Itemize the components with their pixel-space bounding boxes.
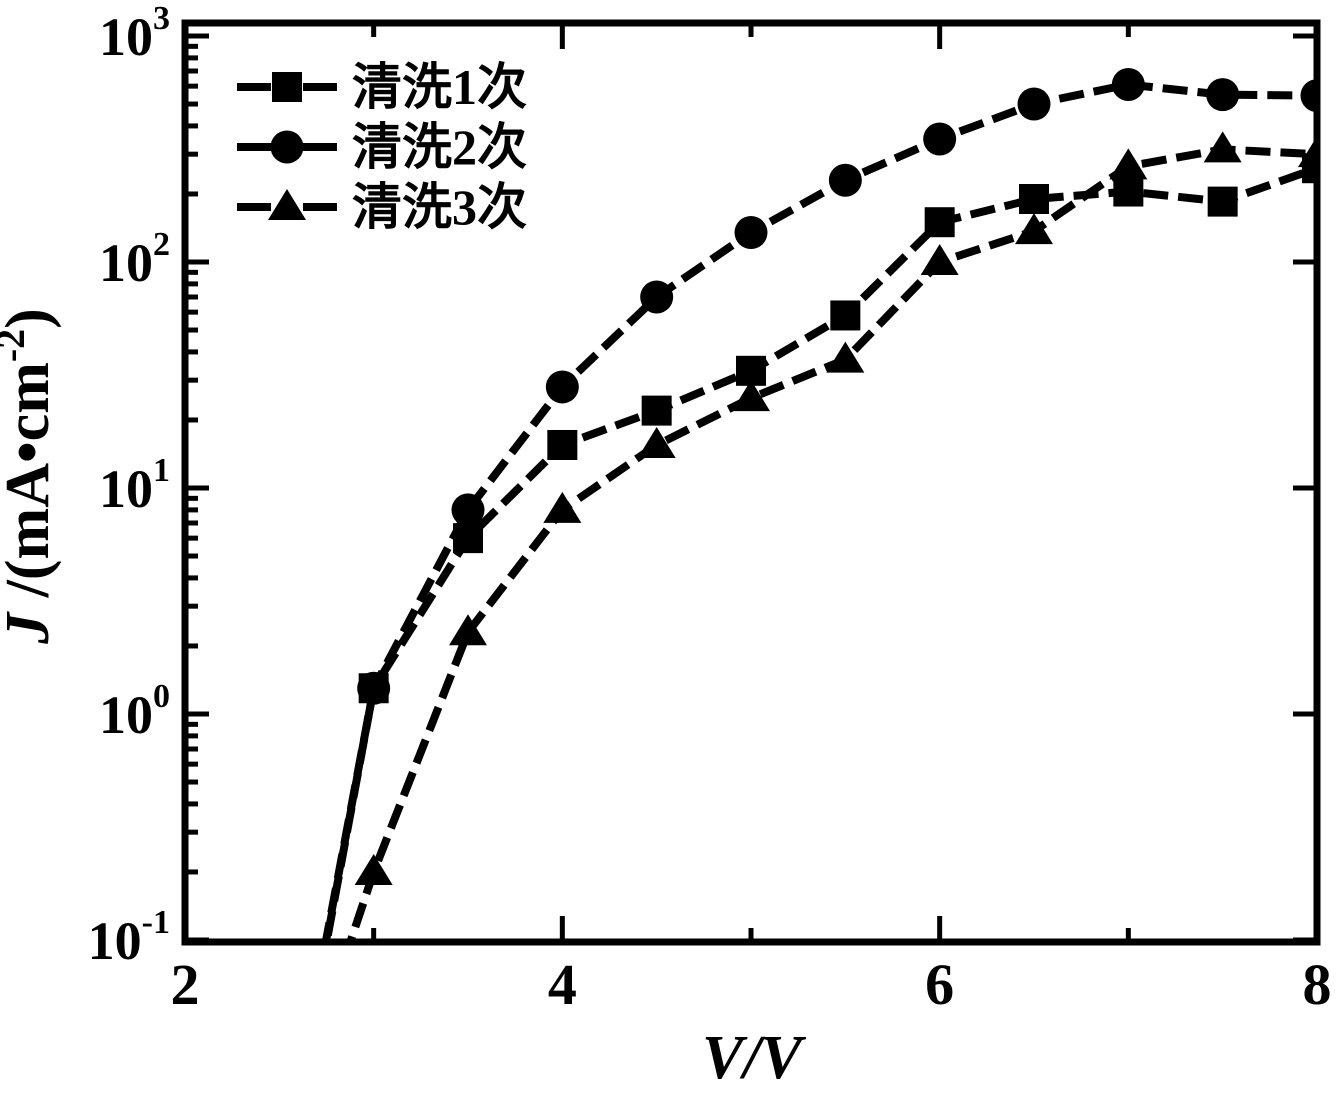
marker-circle <box>828 163 862 197</box>
marker-circle <box>451 493 485 527</box>
x-tick-label: 6 <box>925 952 954 1017</box>
marker-square <box>924 207 955 238</box>
marker-circle <box>1111 68 1145 102</box>
series-line <box>321 164 1317 942</box>
x-tick-label: 8 <box>1303 952 1332 1017</box>
series-triangle <box>346 131 1317 942</box>
marker-triangle <box>920 244 959 275</box>
marker-square <box>358 673 389 704</box>
marker-circle <box>270 130 304 164</box>
marker-circle <box>923 122 957 156</box>
y-tick-label: 10-1 <box>88 904 170 971</box>
series-square <box>321 153 1317 942</box>
marker-circle <box>545 370 579 404</box>
marker-square <box>272 72 302 102</box>
x-tick-label: 2 <box>171 952 200 1017</box>
marker-square <box>830 300 861 331</box>
marker-circle <box>1017 87 1051 121</box>
marker-square <box>1207 186 1238 217</box>
marker-triangle <box>1298 136 1317 168</box>
y-tick-labels: 103 102 101 100 10-1 <box>88 0 170 971</box>
marker-triangle <box>732 380 770 412</box>
marker-square <box>453 523 483 554</box>
marker-square <box>1113 176 1144 207</box>
marker-triangle <box>826 341 865 373</box>
marker-square <box>641 395 672 426</box>
marker-circle <box>640 280 674 314</box>
marker-triangle <box>543 491 582 523</box>
marker-triangle <box>354 853 393 885</box>
x-tick-label: 4 <box>548 952 577 1017</box>
axis-ticks <box>182 23 1320 943</box>
y-tick-label: 100 <box>99 678 170 745</box>
series-circle <box>322 68 1317 942</box>
x-tick-labels: 2 4 6 8 <box>171 952 1332 1017</box>
marker-triangle <box>449 614 487 646</box>
legend-label: 清洗3次 <box>352 179 527 235</box>
marker-square <box>547 429 578 460</box>
marker-square <box>1019 184 1049 215</box>
legend-item-1: 清洗1次 <box>237 59 527 115</box>
marker-circle <box>1300 79 1317 113</box>
legend-item-3: 清洗3次 <box>237 179 527 235</box>
y-tick-label: 103 <box>99 0 170 67</box>
y-tick-label: 101 <box>99 452 170 519</box>
legend-label: 清洗2次 <box>352 119 527 175</box>
y-tick-label: 102 <box>99 226 170 293</box>
series-group <box>321 68 1317 942</box>
marker-triangle <box>637 426 676 458</box>
marker-triangle <box>268 189 306 220</box>
marker-triangle <box>1203 131 1242 163</box>
series-line <box>346 145 1317 942</box>
marker-triangle <box>1015 213 1053 245</box>
legend-item-2: 清洗2次 <box>237 119 527 175</box>
marker-triangle <box>1109 148 1148 180</box>
marker-circle <box>1206 78 1240 112</box>
x-axis-title: V/V <box>702 1024 807 1092</box>
legend-label: 清洗1次 <box>352 59 527 115</box>
marker-circle <box>734 216 768 250</box>
y-axis-title: J /(mA•cm-2) <box>0 308 62 645</box>
